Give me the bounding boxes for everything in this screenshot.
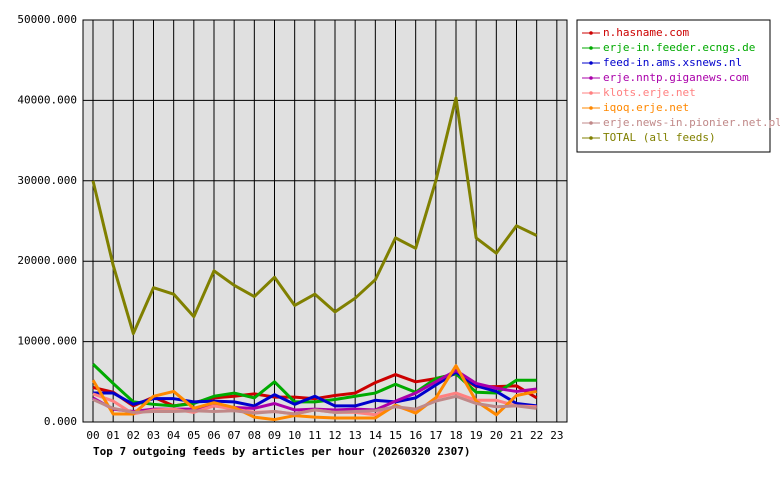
legend-label: erje.news-in.pionier.net.pl [603, 116, 780, 129]
x-tick-label: 09 [268, 429, 281, 442]
x-tick-label: 20 [490, 429, 503, 442]
x-tick-label: 07 [228, 429, 241, 442]
legend-dot [589, 61, 593, 65]
x-tick-label: 13 [349, 429, 362, 442]
x-tick-label: 01 [107, 429, 120, 442]
x-tick-label: 14 [369, 429, 383, 442]
legend-dot [589, 31, 593, 35]
legend-label: klots.erje.net [603, 86, 696, 99]
x-tick-label: 02 [127, 429, 140, 442]
x-tick-label: 11 [308, 429, 321, 442]
x-tick-label: 16 [409, 429, 422, 442]
x-tick-label: 19 [470, 429, 483, 442]
x-tick-label: 23 [550, 429, 563, 442]
x-tick-label: 12 [328, 429, 341, 442]
y-tick-label: 50000.000 [17, 13, 77, 26]
y-tick-label: 0.000 [44, 415, 77, 428]
series-line [91, 364, 537, 422]
legend-label: erje-in.feeder.ecngs.de [603, 41, 755, 54]
legend-dot [589, 46, 593, 50]
x-tick-label: 21 [510, 429, 523, 442]
x-tick-label: 15 [389, 429, 402, 442]
x-tick-label: 17 [429, 429, 442, 442]
series-line [91, 96, 538, 336]
legend-dot [589, 136, 593, 140]
legend-dot [589, 121, 593, 125]
x-tick-label: 05 [187, 429, 200, 442]
legend-label: erje.nntp.giganews.com [603, 71, 749, 84]
x-tick-label: 00 [86, 429, 99, 442]
y-tick-label: 10000.000 [17, 335, 77, 348]
x-tick-label: 22 [530, 429, 543, 442]
x-tick-label: 04 [167, 429, 181, 442]
legend-dot [589, 91, 593, 95]
legend-dot [589, 76, 593, 80]
x-tick-label: 06 [207, 429, 220, 442]
x-tick-label: 18 [449, 429, 462, 442]
plot-area [82, 19, 568, 423]
legend-label: feed-in.ams.xsnews.nl [603, 56, 742, 69]
y-tick-label: 40000.000 [17, 93, 77, 106]
legend-label: TOTAL (all feeds) [603, 131, 716, 144]
legend [576, 19, 771, 153]
y-tick-label: 30000.000 [17, 174, 77, 187]
legend-label: iqoq.erje.net [603, 101, 689, 114]
x-tick-label: 08 [248, 429, 261, 442]
x-tick-label: 10 [288, 429, 301, 442]
chart-title: Top 7 outgoing feeds by articles per hou… [93, 445, 471, 458]
series-line [92, 394, 537, 416]
y-tick-label: 20000.000 [17, 254, 77, 267]
legend-label: n.hasname.com [603, 26, 689, 39]
x-tick-label: 03 [147, 429, 160, 442]
legend-dot [589, 106, 593, 110]
